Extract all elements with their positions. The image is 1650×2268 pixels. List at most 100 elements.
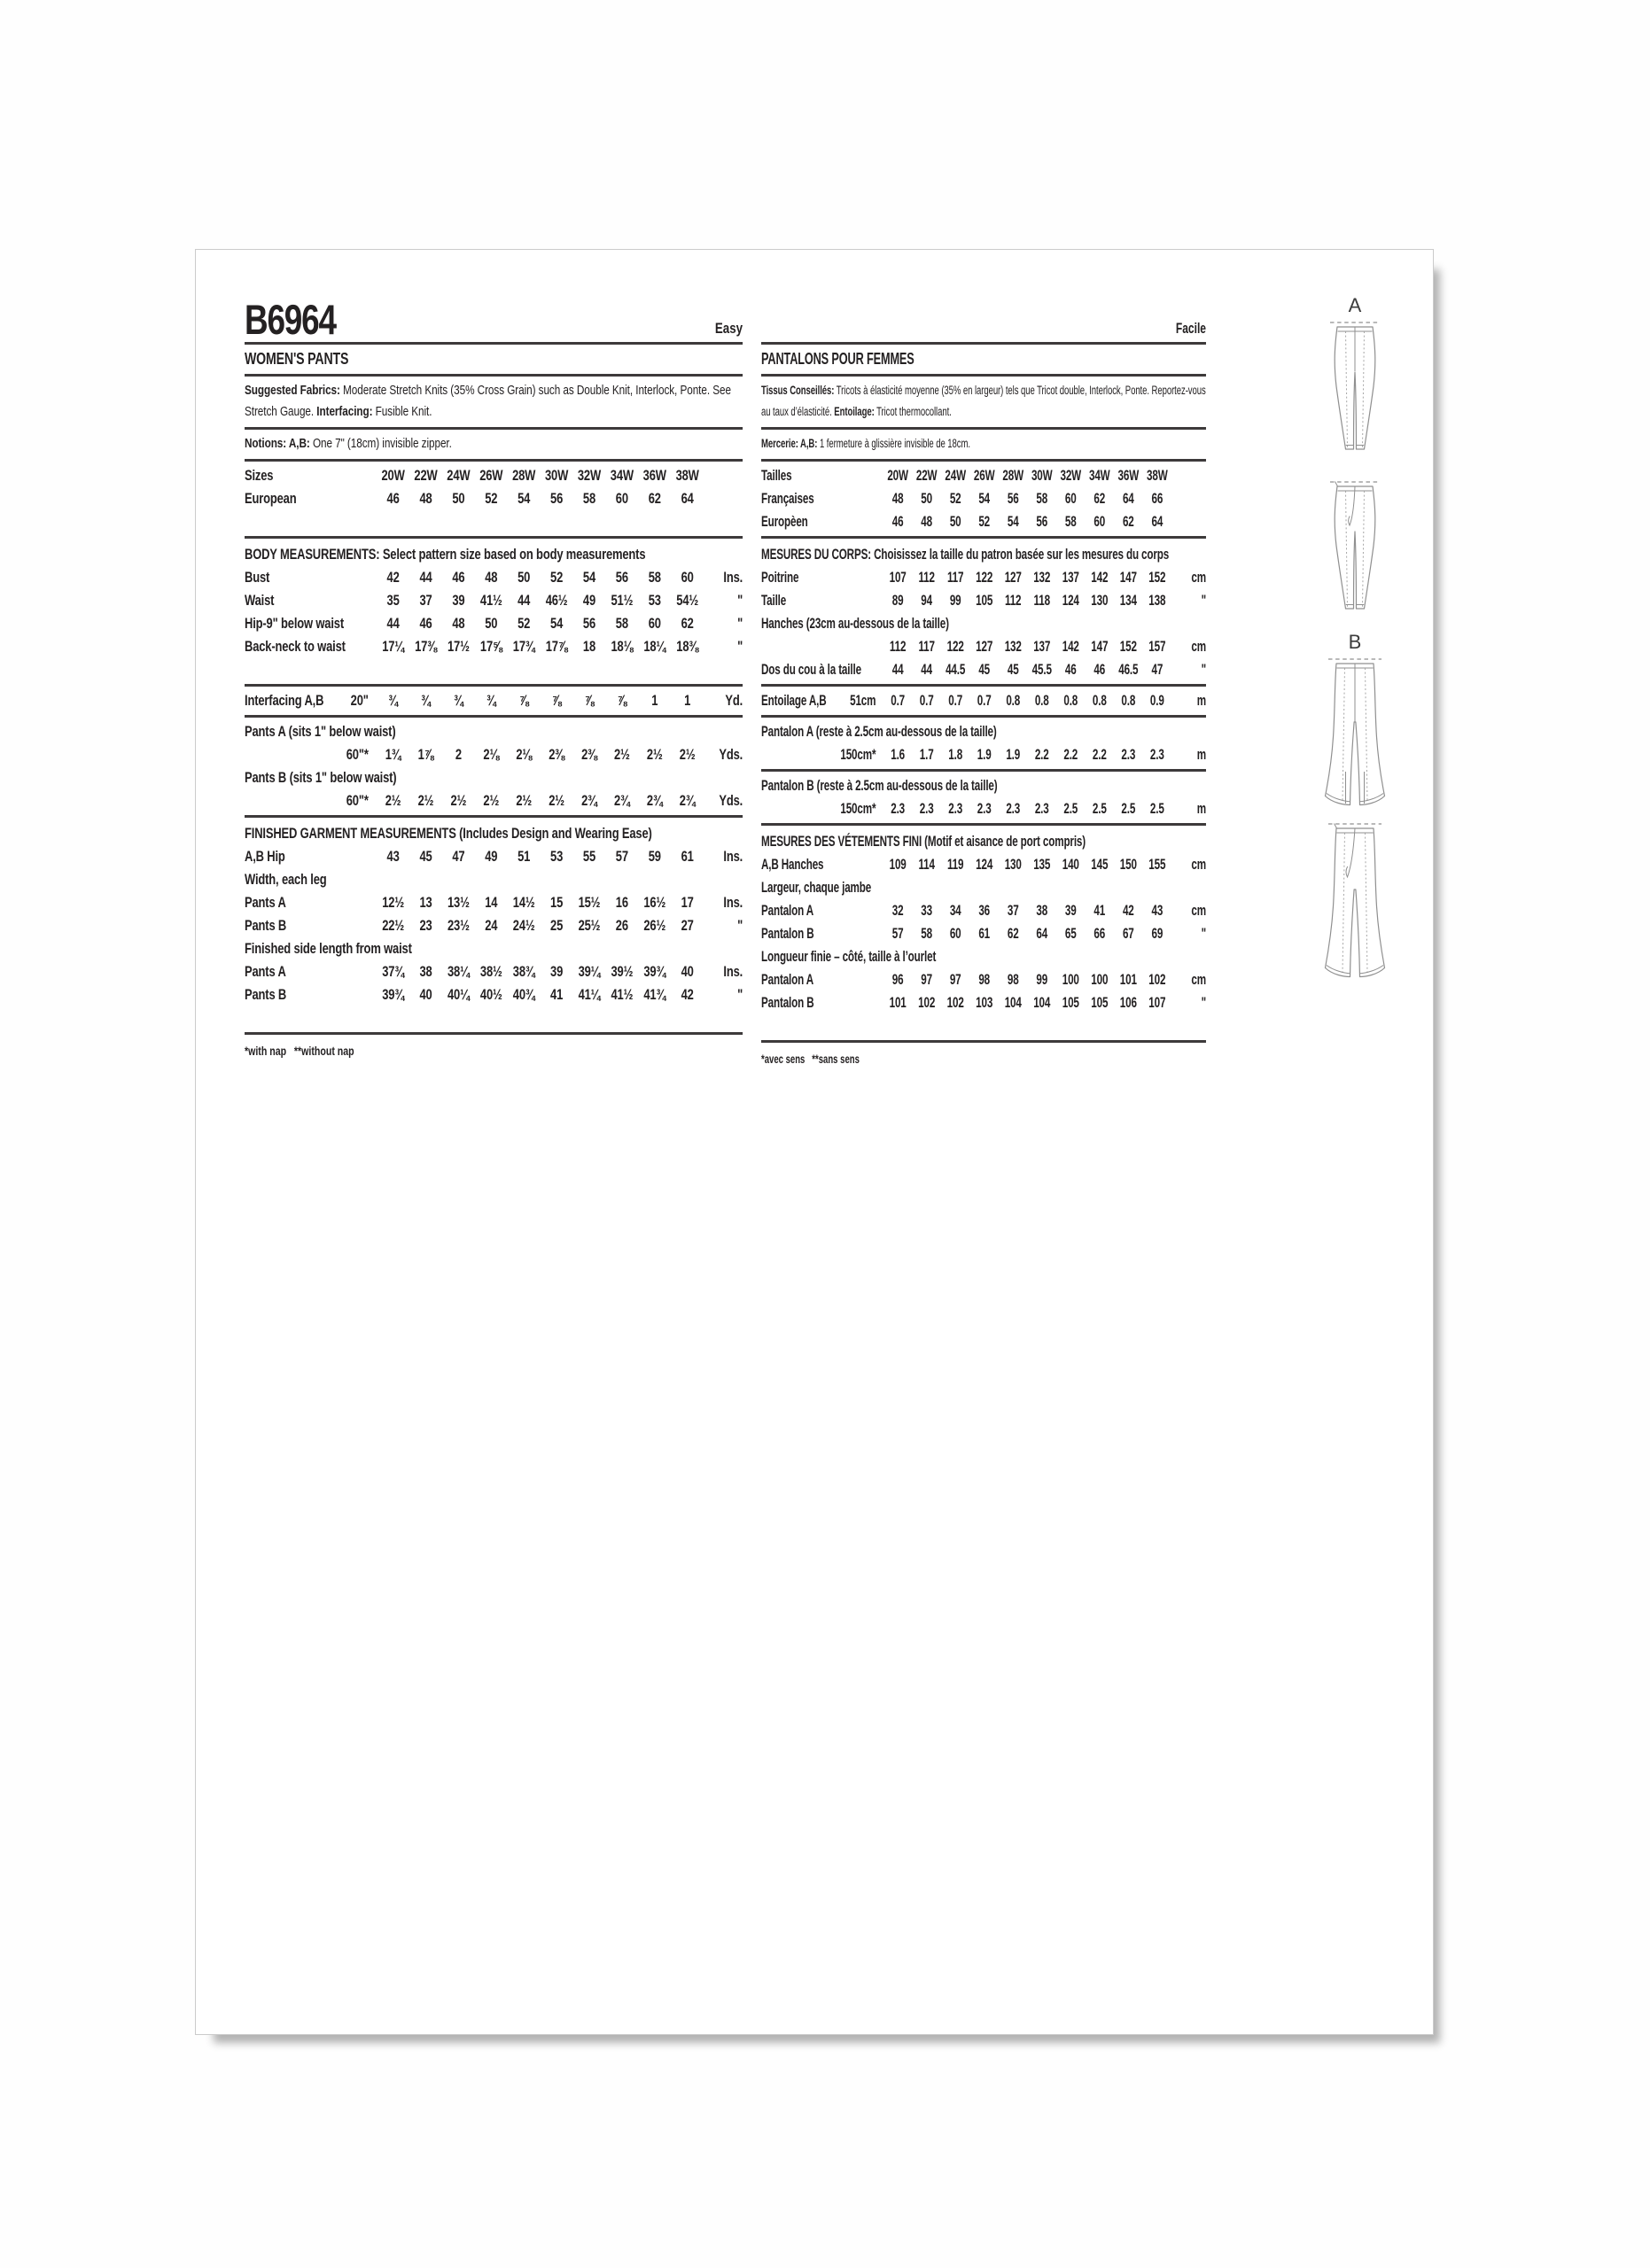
measurement-row: Taille 89 94 99 105 112 118 124 130 134 138 " [761, 589, 1206, 612]
value-cell: ⅞ [617, 693, 627, 709]
value-cell: 20W [887, 468, 908, 484]
value-cell: 24W [945, 468, 966, 484]
divider-rule [245, 815, 743, 818]
measurement-row: Bust 42 44 46 48 50 52 54 56 58 60 Ins. [245, 566, 743, 589]
notions-label-en: Notions: A,B: [245, 436, 310, 451]
value-cell: 124 [976, 857, 993, 873]
french-header: Facile [761, 300, 1206, 339]
row-label: Pants A [245, 964, 286, 980]
measurement-row: 150cm* 1.6 1.7 1.8 1.9 1.9 2.2 2.2 2.2 2.3 2.3 m [761, 743, 1206, 766]
value-cell: 48 [452, 616, 465, 632]
section-title-fr: PANTALONS POUR FEMMES [761, 350, 915, 368]
value-cell: 56 [582, 616, 596, 632]
value-cell: 27 [681, 918, 694, 934]
row-label-full: Hanches (23cm au-dessous de la taille) [761, 616, 949, 632]
row-label: A,B Hanches [761, 857, 824, 873]
divider-rule [245, 427, 743, 430]
sizes-table-en: Sizes 20W 22W 24W 26W 28W 30W 32W 34W 36W 38W Europ… [245, 464, 743, 510]
value-cell: 23½ [448, 918, 470, 934]
footnote: *avec sens **sans sens [761, 1052, 860, 1066]
measurement-row: Pantalon B 57 58 60 61 62 64 65 66 67 69 " [761, 922, 1206, 945]
value-cell: 100 [1062, 972, 1079, 988]
row-label: Hip-9" below waist [245, 616, 344, 632]
unit-cell: " [737, 639, 743, 655]
value-cell: 102 [918, 995, 936, 1011]
value-cell: 56 [1036, 514, 1048, 530]
measurement-row: Pantalon A 32 33 34 36 37 38 39 41 42 43 cm [761, 899, 1206, 922]
value-cell: 157 [1148, 639, 1166, 655]
unit-cell: cm [1191, 857, 1206, 873]
value-cell: 112 [889, 639, 907, 655]
row-label-full: Pants A (sits 1" below waist) [245, 724, 396, 740]
measurement-row: Pants A 37¾ 38 38¼ 38½ 38¾ 39 39¼ 39½ 39¾ 40 Ins. [245, 960, 743, 983]
measurement-row: Pants B 22½ 23 23½ 24 24½ 25 25½ 26 26½ 27 " [245, 914, 743, 937]
value-cell: 44 [891, 662, 904, 678]
value-cell: 0.8 [1092, 693, 1107, 709]
value-cell: 119 [946, 857, 964, 873]
value-cell: 105 [1062, 995, 1079, 1011]
row-label-full: Finished side length from waist [245, 941, 412, 957]
value-cell: 40¼ [448, 987, 470, 1003]
value-cell: 135 [1033, 857, 1051, 873]
value-cell: 41 [550, 987, 564, 1003]
value-cell: 102 [1148, 972, 1166, 988]
value-cell: 22W [414, 468, 438, 484]
measurement-row: Tailles 20W 22W 24W 26W 28W 30W 32W 34W 36W 38W [761, 464, 1206, 487]
unit-cell: " [737, 987, 743, 1003]
value-cell: 2.3 [1121, 747, 1136, 763]
row-label: Pants B [245, 987, 287, 1003]
value-cell: 56 [615, 570, 628, 586]
unit-cell: " [737, 918, 743, 934]
fabrics-paragraph-fr: Tissus Conseillés: Tricots à élasticité … [761, 379, 1206, 424]
measurement-row: Dos du cou à la taille 44 44 44.5 45 45 45.5 46… [761, 658, 1206, 681]
value-cell: 58 [1064, 514, 1077, 530]
value-cell: 52 [485, 491, 498, 507]
value-cell: 60 [681, 570, 694, 586]
value-cell: 50 [518, 570, 531, 586]
value-cell: 104 [1033, 995, 1051, 1011]
value-cell: 62 [1094, 491, 1106, 507]
value-cell: 54 [550, 616, 564, 632]
value-cell: ⅞ [551, 693, 562, 709]
value-cell: 130 [1091, 593, 1109, 609]
value-cell: 64 [1151, 514, 1164, 530]
value-cell: 32W [577, 468, 602, 484]
value-cell: 0.8 [1121, 693, 1136, 709]
value-cell: 109 [889, 857, 907, 873]
value-cell: 97 [949, 972, 961, 988]
interfacing-label-fr: Entoilage: [834, 405, 875, 418]
value-cell: 0.8 [1063, 693, 1078, 709]
value-cell: 41¼ [578, 987, 601, 1003]
value-cell: 134 [1119, 593, 1137, 609]
value-cell: 62 [1007, 926, 1019, 942]
value-cell: 2.2 [1092, 747, 1107, 763]
spacer [245, 510, 743, 533]
value-cell: 0.9 [1149, 693, 1164, 709]
value-cell: 107 [1148, 995, 1166, 1011]
value-cell: 14½ [512, 895, 535, 911]
divider-rule [761, 374, 1206, 377]
row-label: Waist [245, 593, 275, 609]
value-cell: 142 [1091, 570, 1109, 586]
value-cell: 40½ [479, 987, 502, 1003]
value-cell: 98 [978, 972, 991, 988]
row-label: Back-neck to waist [245, 639, 346, 655]
value-cell: 56 [550, 491, 564, 507]
value-cell: 23 [419, 918, 432, 934]
spacer [245, 658, 743, 681]
value-cell: 47 [452, 849, 465, 865]
notions-text-en: One 7" (18cm) invisible zipper. [309, 436, 452, 451]
unit-cell [704, 487, 743, 510]
value-cell: 0.8 [1034, 693, 1049, 709]
value-cell: 66 [1094, 926, 1106, 942]
unit-cell: m [1196, 693, 1206, 709]
value-cell: 2½ [417, 793, 434, 809]
unit-cell: cm [1191, 972, 1206, 988]
divider-rule [245, 536, 743, 539]
spacer [761, 1014, 1206, 1037]
footnote: *with nap **without nap [245, 1045, 354, 1058]
value-cell: 57 [891, 926, 904, 942]
row-label: Sizes [245, 468, 274, 484]
value-cell: 24W [447, 468, 471, 484]
fabric-width-label: 150cm* [840, 747, 876, 763]
